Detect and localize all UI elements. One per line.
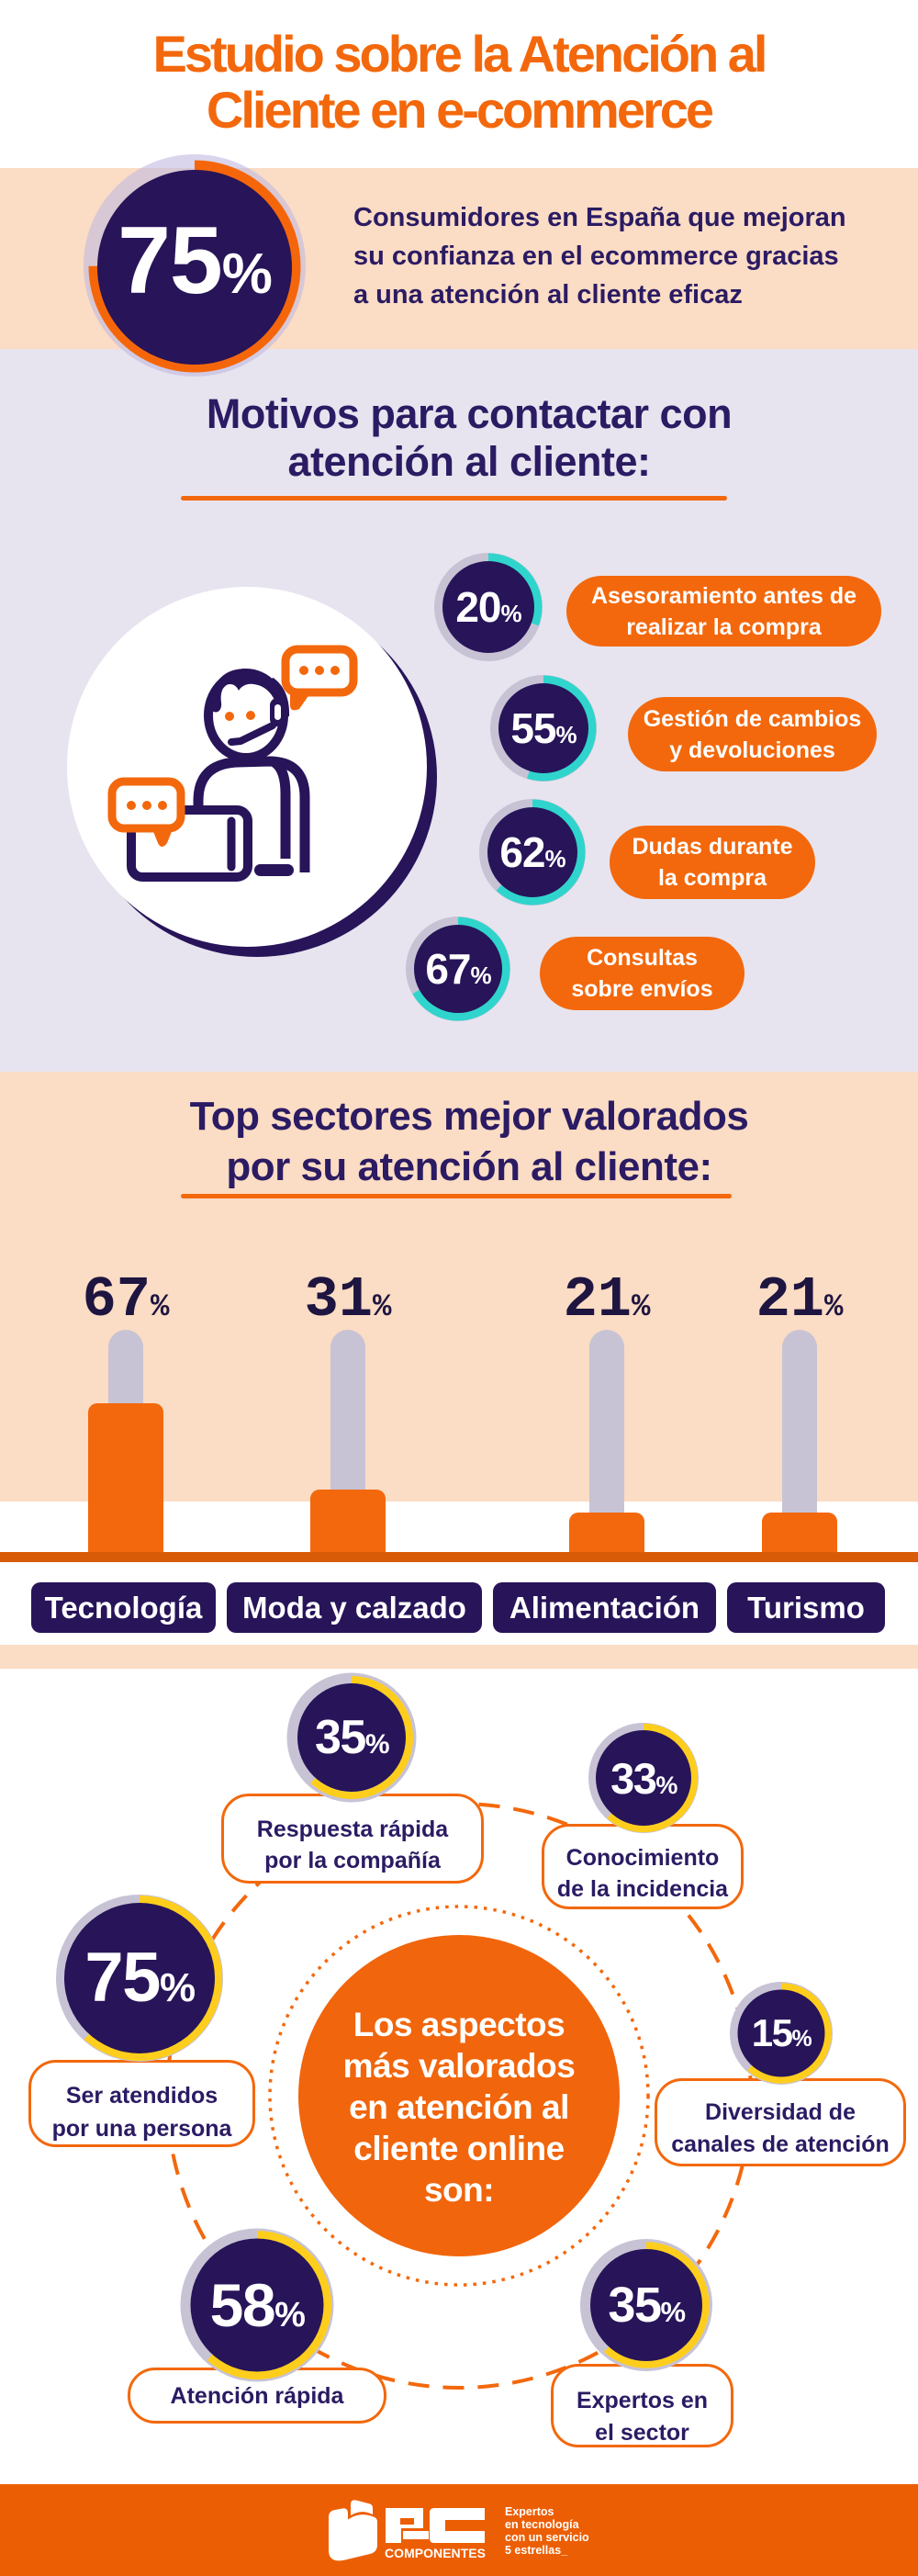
svg-text:Expertos: Expertos xyxy=(505,2505,554,2518)
svg-text:con un servicio: con un servicio xyxy=(505,2531,589,2544)
svg-text:en tecnología: en tecnología xyxy=(505,2518,580,2531)
svg-text:COMPONENTES: COMPONENTES xyxy=(385,2546,486,2560)
svg-text:5 estrellas_: 5 estrellas_ xyxy=(505,2544,568,2557)
